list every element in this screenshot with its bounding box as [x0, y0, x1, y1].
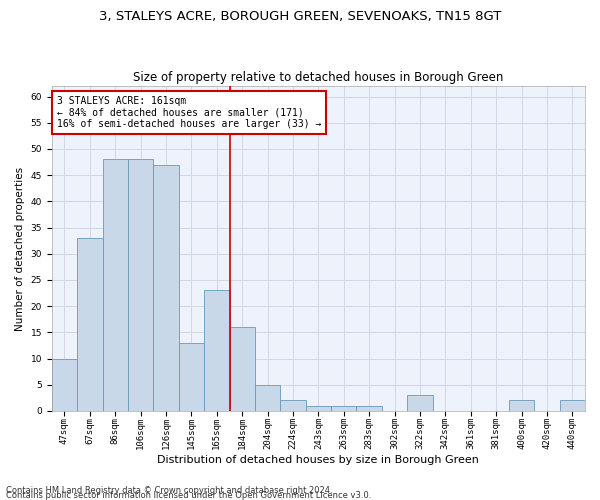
Text: 3, STALEYS ACRE, BOROUGH GREEN, SEVENOAKS, TN15 8GT: 3, STALEYS ACRE, BOROUGH GREEN, SEVENOAK…	[99, 10, 501, 23]
Bar	[179, 343, 204, 411]
Bar	[560, 400, 585, 411]
Title: Size of property relative to detached houses in Borough Green: Size of property relative to detached ho…	[133, 70, 503, 84]
Bar	[103, 160, 128, 411]
Y-axis label: Number of detached properties: Number of detached properties	[15, 166, 25, 330]
Bar	[230, 327, 255, 411]
Bar	[128, 160, 154, 411]
Text: 3 STALEYS ACRE: 161sqm
← 84% of detached houses are smaller (171)
16% of semi-de: 3 STALEYS ACRE: 161sqm ← 84% of detached…	[57, 96, 322, 129]
Bar	[255, 384, 280, 411]
Bar	[305, 406, 331, 411]
Bar	[509, 400, 534, 411]
Text: Contains HM Land Registry data © Crown copyright and database right 2024.: Contains HM Land Registry data © Crown c…	[6, 486, 332, 495]
Text: Contains public sector information licensed under the Open Government Licence v3: Contains public sector information licen…	[6, 491, 371, 500]
Bar	[407, 395, 433, 411]
Bar	[331, 406, 356, 411]
Bar	[52, 358, 77, 411]
Bar	[356, 406, 382, 411]
Bar	[77, 238, 103, 411]
Bar	[280, 400, 305, 411]
Bar	[154, 164, 179, 411]
Bar	[204, 290, 230, 411]
X-axis label: Distribution of detached houses by size in Borough Green: Distribution of detached houses by size …	[157, 455, 479, 465]
